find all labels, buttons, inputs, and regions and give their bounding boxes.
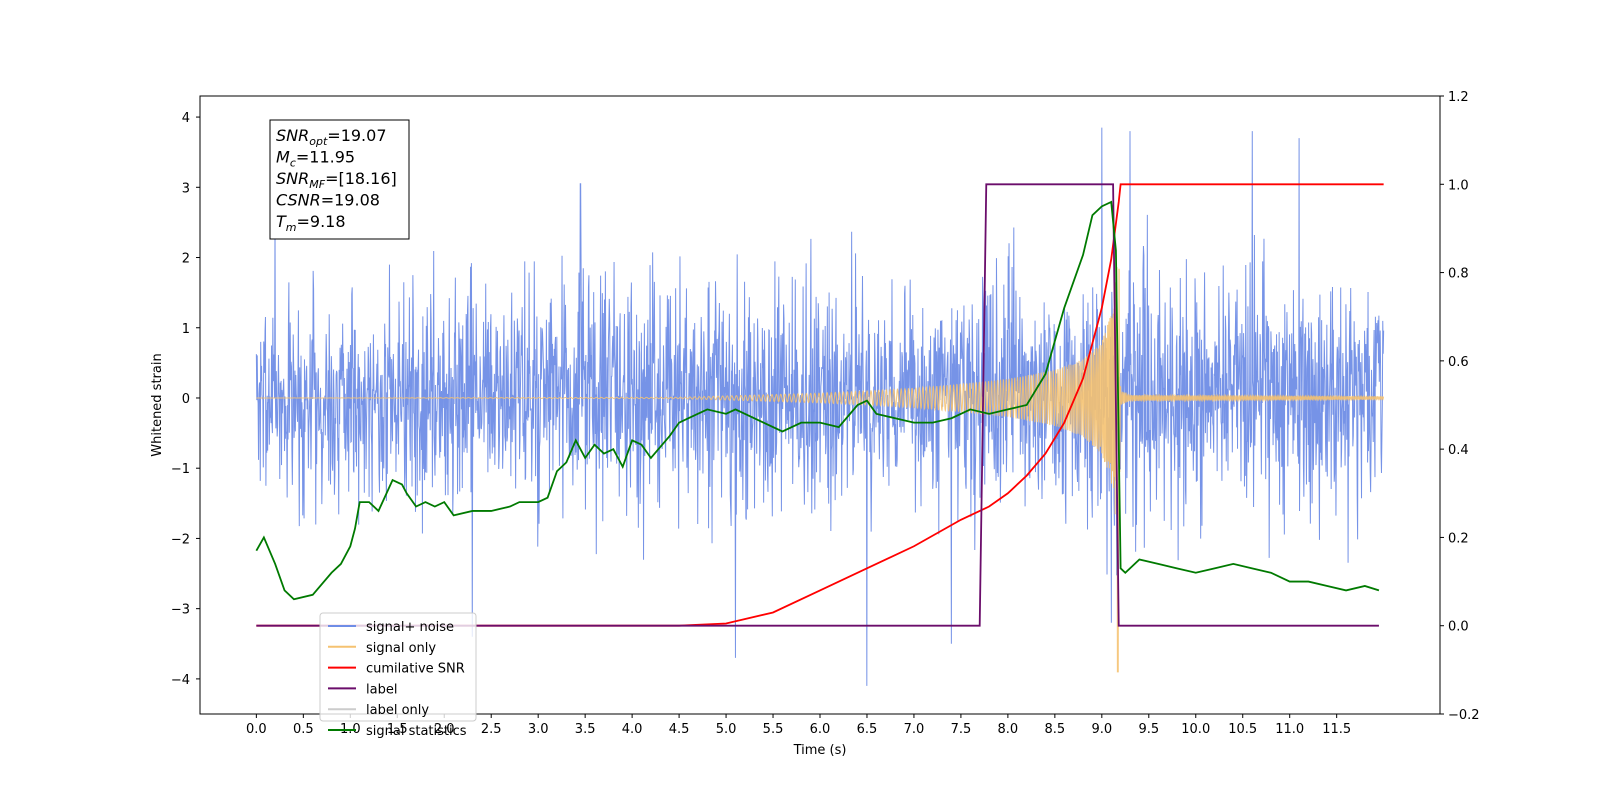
y-tick-label: −3 — [171, 603, 190, 618]
y2-tick-label: 0.6 — [1448, 355, 1469, 370]
x-tick-label: 9.5 — [1138, 722, 1159, 737]
annotation-value: =[18.16] — [325, 169, 397, 188]
series-signal-only — [256, 265, 1385, 673]
series-signal-statistics — [255, 200, 1380, 601]
x-tick-label: 0.5 — [293, 722, 314, 737]
legend-entry: signal only — [366, 641, 436, 656]
x-tick-label: 2.0 — [434, 722, 455, 737]
annotation-line: SNRopt=19.07 — [276, 126, 387, 148]
x-tick-label: 1.5 — [387, 722, 408, 737]
annotation-subscript: m — [286, 221, 297, 234]
x-tick-label: 4.0 — [622, 722, 643, 737]
x-tick-label: 2.5 — [481, 722, 502, 737]
legend-entry: label only — [366, 703, 429, 718]
annotation-symbol: SNR — [276, 169, 309, 188]
y-tick-label: 1 — [182, 322, 190, 337]
y-tick-label: −2 — [171, 532, 190, 547]
y2-tick-label: 0.0 — [1448, 620, 1469, 635]
x-tick-label: 6.0 — [810, 722, 831, 737]
annotation-symbol: SNR — [276, 126, 309, 145]
annotation-symbol: T — [276, 212, 287, 231]
annotation-line: Mc=11.95 — [276, 148, 355, 170]
annotation-symbol: CSNR — [276, 191, 321, 210]
legend-entry: signal statistics — [366, 724, 467, 739]
series-signal-noise — [255, 127, 1385, 686]
y-tick-label: 3 — [182, 181, 190, 196]
annotation-value: =9.18 — [297, 212, 346, 231]
x-tick-label: 9.0 — [1091, 722, 1112, 737]
annotation-subscript: c — [290, 157, 296, 170]
y-tick-label: 0 — [182, 392, 190, 407]
y-tick-label: −1 — [171, 462, 190, 477]
x-tick-label: 5.5 — [763, 722, 784, 737]
annotation-line: SNRMF=[18.16] — [276, 169, 397, 191]
y2-tick-label: 0.8 — [1448, 267, 1469, 282]
x-tick-label: 7.5 — [951, 722, 972, 737]
annotation-symbol: M — [276, 148, 290, 167]
y2-tick-label: 0.4 — [1448, 443, 1469, 458]
x-tick-label: 3.0 — [528, 722, 549, 737]
x-tick-label: 11.0 — [1275, 722, 1304, 737]
stats-annotation-box: SNRopt=19.07Mc=11.95SNRMF=[18.16]CSNR=19… — [269, 119, 410, 240]
y-axis-ticks: −4 −3 −2 −1 0 1 2 3 4 — [171, 111, 200, 688]
series-layer — [255, 127, 1385, 686]
annotation-subscript: MF — [309, 178, 325, 191]
y-tick-label: −4 — [171, 673, 190, 688]
y2-axis-ticks: −0.2 0.0 0.2 0.4 0.6 0.8 1.0 1.2 — [1440, 90, 1480, 723]
y-axis-label: Whitened strain — [150, 353, 165, 456]
y2-tick-label: 0.2 — [1448, 531, 1469, 546]
legend-entry: cumilative SNR — [366, 662, 465, 677]
legend-entry: signal+ noise — [366, 620, 454, 635]
x-tick-label: 7.0 — [904, 722, 925, 737]
annotation-line: CSNR=19.08 — [276, 191, 380, 210]
x-axis-ticks: 0.0 0.5 1.0 1.5 2.0 2.5 3.0 3.5 4.0 4.5 5.0 5.5 6.0 6… — [246, 714, 1351, 737]
x-tick-label: 0.0 — [246, 722, 267, 737]
legend-entry: label — [366, 682, 397, 697]
annotation-value: =19.07 — [327, 126, 386, 145]
series-label — [256, 183, 1379, 627]
annotation-frame — [269, 119, 410, 240]
x-tick-label: 10.0 — [1181, 722, 1210, 737]
x-tick-label: 4.5 — [669, 722, 690, 737]
x-tick-label: 11.5 — [1322, 722, 1351, 737]
y-tick-label: 4 — [182, 111, 190, 126]
y2-tick-label: 1.2 — [1448, 90, 1469, 105]
annotation-value: =11.95 — [296, 148, 355, 167]
x-tick-label: 3.5 — [575, 722, 596, 737]
annotation-subscript: opt — [309, 135, 328, 148]
legend-frame — [319, 612, 477, 722]
x-tick-label: 10.5 — [1228, 722, 1257, 737]
y-tick-label: 2 — [182, 252, 190, 267]
x-tick-label: 5.0 — [716, 722, 737, 737]
x-tick-label: 8.0 — [998, 722, 1019, 737]
x-tick-label: 8.5 — [1045, 722, 1066, 737]
legend: signal+ noise signal only cumilative SNR la… — [319, 612, 477, 739]
x-tick-label: 6.5 — [857, 722, 878, 737]
x-axis-label: Time (s) — [793, 743, 847, 758]
annotation-value: =19.08 — [321, 191, 380, 210]
y2-tick-label: 1.0 — [1448, 178, 1469, 193]
y2-tick-label: −0.2 — [1448, 708, 1480, 723]
annotation-line: Tm=9.18 — [276, 212, 346, 234]
series-cumulative-snr — [256, 183, 1384, 627]
